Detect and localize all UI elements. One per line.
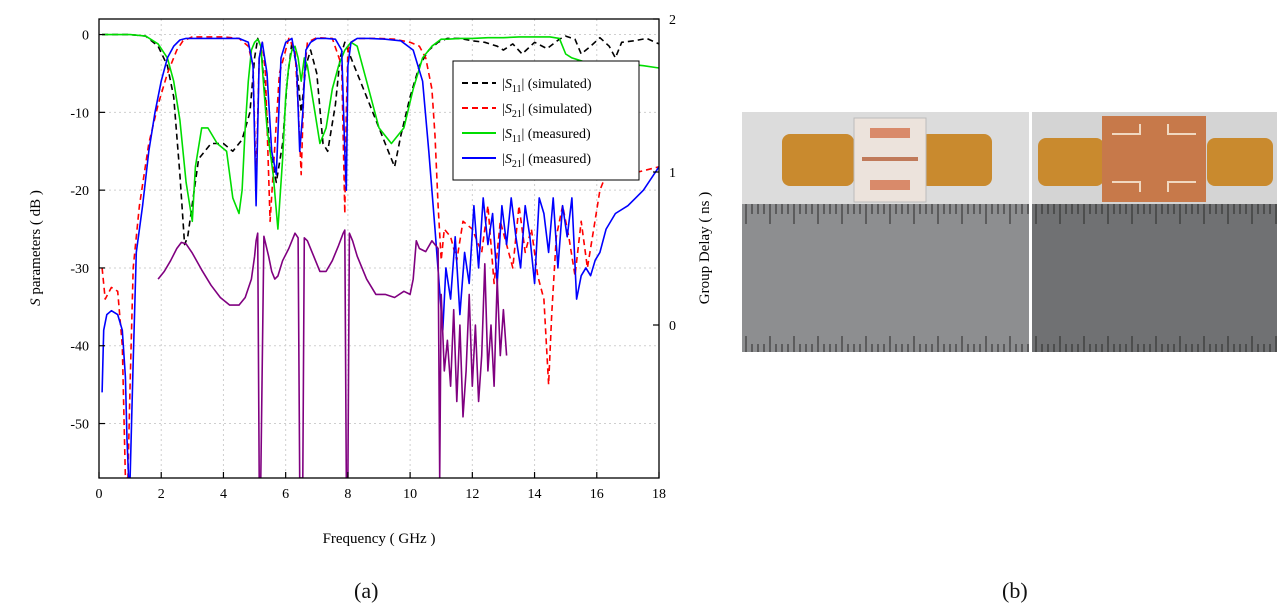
x-axis-label: Frequency ( GHz ) [323, 531, 436, 547]
x-tick-label: 6 [282, 487, 289, 502]
plot-frame [98, 18, 660, 479]
photo-top-view [742, 112, 1029, 352]
legend-label: |S21| (measured) [502, 152, 591, 170]
y-tick-label: -50 [70, 418, 89, 433]
photo-back-view [1032, 112, 1277, 352]
series-line-4 [101, 37, 659, 478]
series-line-3 [102, 33, 659, 230]
legend-label: |S11| (simulated) [502, 77, 592, 95]
y-tick-label: -20 [70, 184, 89, 199]
x-tick-label: 0 [96, 487, 103, 502]
x-tick-label: 12 [465, 487, 479, 502]
y2-tick-label: 1 [669, 166, 676, 181]
x-tick-label: 8 [344, 487, 351, 502]
y-tick-label: -30 [70, 262, 89, 277]
caption-b: (b) [1002, 578, 1028, 603]
y2-tick-label: 2 [669, 13, 676, 28]
fabricated-filter-photo [742, 112, 1277, 352]
legend-label: |S11| (measured) [502, 127, 591, 145]
series-layer [101, 33, 659, 478]
legend-label: |S21| (simulated) [502, 102, 592, 120]
x-tick-label: 14 [528, 487, 542, 502]
x-tick-label: 16 [590, 487, 604, 502]
y-tick-label: -40 [70, 340, 89, 355]
y2-tick-label: 0 [669, 319, 676, 334]
caption-a: (a) [354, 578, 379, 603]
ruler [745, 204, 1277, 352]
y2-axis-label: Group Delay ( ns ) [697, 192, 713, 304]
series-line-2 [101, 36, 659, 478]
legend: |S11| (simulated) |S21| (simulated) |S11| … [452, 60, 640, 181]
x-tick-label: 18 [652, 487, 666, 502]
legend-box [452, 60, 640, 181]
series-line-5 [157, 229, 508, 478]
y-axis-label: S parameters ( dB ) [28, 190, 44, 306]
x-tick-label: 10 [403, 487, 417, 502]
y-tick-label: -10 [70, 106, 89, 121]
x-tick-label: 2 [158, 487, 165, 502]
x-tick-label: 4 [220, 487, 227, 502]
y-tick-label: 0 [82, 29, 89, 44]
